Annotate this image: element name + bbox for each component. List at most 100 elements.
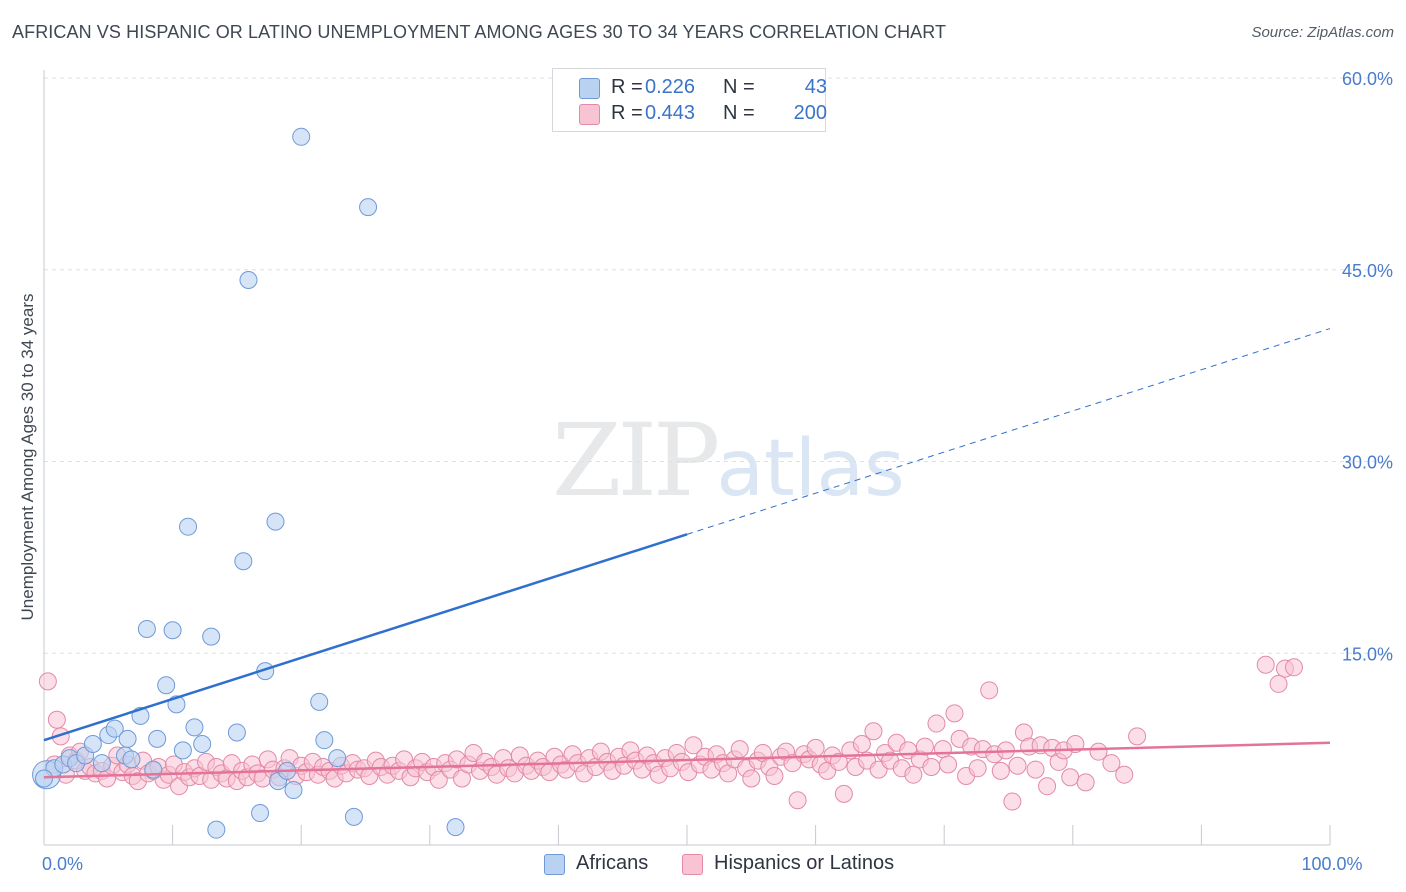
bottom-legend-swatch-hispanics bbox=[682, 854, 703, 875]
hispanic-point bbox=[945, 704, 964, 723]
bottom-legend-label-africans: Africans bbox=[576, 852, 649, 874]
african-point bbox=[179, 517, 198, 536]
watermark-atlas: atlas bbox=[716, 424, 905, 514]
legend-r-label: R = bbox=[611, 102, 643, 124]
african-point bbox=[92, 754, 111, 773]
africans-trend-line bbox=[43, 533, 688, 742]
hispanic-point bbox=[864, 722, 883, 741]
african-point bbox=[105, 719, 124, 738]
african-point bbox=[202, 627, 221, 646]
legend-n-value: 200 bbox=[793, 102, 827, 124]
tick-labels: 15.0% 30.0% 45.0% 60.0% 0.0% 100.0% Unemployme… bbox=[18, 69, 1393, 874]
hispanic-point bbox=[933, 740, 952, 759]
hispanic-point bbox=[1284, 658, 1303, 677]
african-point bbox=[185, 718, 204, 737]
hispanic-point bbox=[1003, 792, 1022, 811]
hispanic-point bbox=[922, 758, 941, 777]
x-tick-label: 100.0% bbox=[1301, 854, 1362, 874]
y-axis-label: Unemployment Among Ages 30 to 34 years bbox=[18, 294, 37, 621]
hispanics-trend-line bbox=[43, 741, 1331, 779]
hispanic-point bbox=[829, 752, 848, 771]
african-point bbox=[193, 735, 212, 754]
africans-trend-extension bbox=[686, 328, 1331, 535]
watermark-zip: ZIP bbox=[552, 402, 720, 519]
hispanic-point bbox=[1076, 773, 1095, 792]
african-point bbox=[344, 807, 363, 826]
african-point bbox=[148, 729, 167, 748]
africans-points bbox=[32, 127, 465, 839]
african-point bbox=[163, 621, 182, 640]
hispanic-point bbox=[904, 765, 923, 784]
hispanic-point bbox=[1061, 768, 1080, 787]
african-point bbox=[137, 619, 156, 638]
african-point bbox=[315, 731, 334, 750]
y-tick-label: 30.0% bbox=[1342, 453, 1393, 473]
african-point bbox=[118, 729, 137, 748]
hispanic-point bbox=[939, 755, 958, 774]
hispanic-point bbox=[684, 736, 703, 755]
trend-lines bbox=[43, 328, 1331, 779]
hispanic-point bbox=[834, 784, 853, 803]
hispanic-point bbox=[915, 737, 934, 756]
bottom-legend-swatch-africans bbox=[544, 854, 565, 875]
legend-swatch-africans bbox=[579, 78, 600, 99]
hispanic-point bbox=[1269, 674, 1288, 693]
hispanic-point bbox=[1026, 760, 1045, 779]
y-tick-label: 15.0% bbox=[1342, 644, 1393, 664]
african-point bbox=[446, 818, 465, 837]
african-point bbox=[310, 692, 329, 711]
hispanic-point bbox=[1038, 777, 1057, 796]
chart-source: Source: ZipAtlas.com bbox=[1251, 24, 1394, 41]
african-point bbox=[292, 127, 311, 146]
african-point bbox=[157, 676, 176, 695]
hispanic-point bbox=[788, 791, 807, 810]
legend-r-label: R = bbox=[611, 76, 643, 98]
african-point bbox=[234, 552, 253, 571]
hispanic-point bbox=[991, 761, 1010, 780]
hispanic-point bbox=[852, 735, 871, 754]
hispanic-point bbox=[1128, 727, 1147, 746]
african-point bbox=[122, 750, 141, 769]
watermark: ZIPatlas bbox=[552, 402, 905, 519]
african-point bbox=[239, 270, 258, 289]
hispanic-point bbox=[38, 672, 57, 691]
hispanic-point bbox=[927, 714, 946, 733]
african-point bbox=[266, 512, 285, 531]
hispanic-point bbox=[765, 766, 784, 785]
hispanic-point bbox=[429, 770, 448, 789]
legend-n-value: 43 bbox=[804, 76, 827, 98]
axes bbox=[43, 70, 1331, 846]
hispanic-point bbox=[806, 738, 825, 757]
hispanic-point bbox=[1089, 742, 1108, 761]
hispanic-point bbox=[968, 759, 987, 778]
african-point bbox=[227, 723, 246, 742]
african-point bbox=[35, 769, 53, 788]
legend-r-value: 0.443 bbox=[645, 102, 696, 124]
legend-n-label: N = bbox=[723, 76, 755, 98]
hispanic-point bbox=[1008, 756, 1027, 775]
african-point bbox=[207, 820, 226, 839]
y-tick-label: 60.0% bbox=[1342, 69, 1393, 89]
legend-r-value: 0.226 bbox=[645, 76, 696, 98]
legend-swatch-hispanics bbox=[579, 104, 600, 125]
chart-title: AFRICAN VS HISPANIC OR LATINO UNEMPLOYME… bbox=[12, 22, 947, 42]
hispanic-point bbox=[730, 740, 749, 759]
legend-n-label: N = bbox=[723, 102, 755, 124]
x-tick-label: 0.0% bbox=[42, 854, 83, 874]
hispanic-point bbox=[1256, 655, 1275, 674]
bottom-legend-label-hispanics: Hispanics or Latinos bbox=[714, 852, 895, 874]
y-tick-label: 45.0% bbox=[1342, 261, 1393, 281]
hispanic-point bbox=[980, 681, 999, 700]
african-point bbox=[284, 781, 303, 800]
hispanic-point bbox=[1102, 754, 1121, 773]
correlation-legend: R = 0.226 N = 43 R = 0.443 N = 200 bbox=[552, 68, 827, 132]
hispanic-point bbox=[1115, 765, 1134, 784]
african-point bbox=[359, 198, 378, 217]
african-point bbox=[251, 804, 270, 823]
african-point bbox=[173, 741, 192, 760]
hispanic-point bbox=[47, 710, 66, 729]
hispanic-point bbox=[742, 769, 761, 788]
african-point bbox=[83, 735, 102, 754]
african-point bbox=[328, 749, 347, 768]
